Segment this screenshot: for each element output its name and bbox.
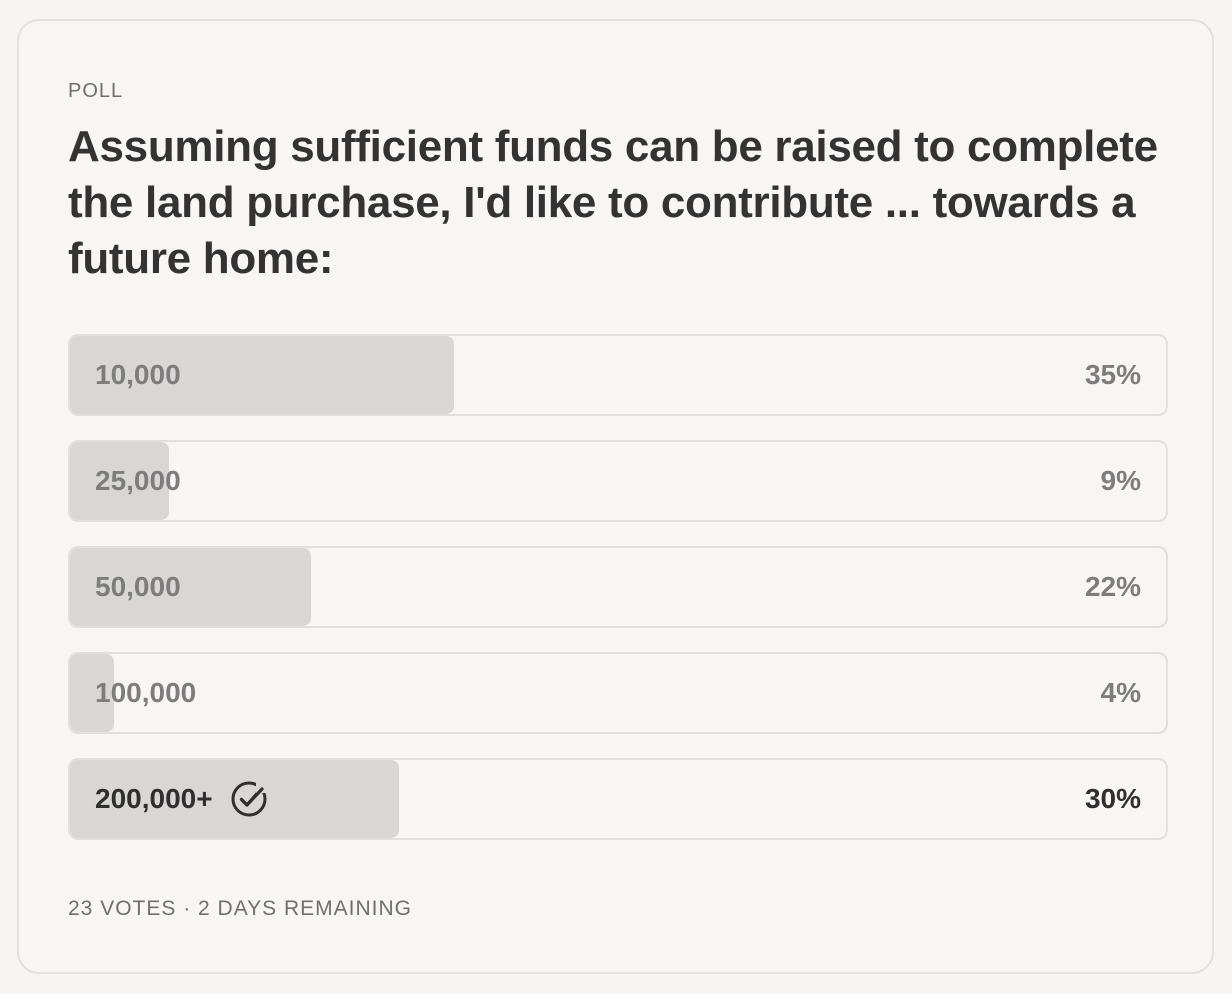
poll-option-100000[interactable]: 100,000 4% <box>68 652 1168 734</box>
poll-card: POLL Assuming sufficient funds can be ra… <box>17 19 1214 974</box>
poll-option-25000[interactable]: 25,000 9% <box>68 440 1168 522</box>
poll-option-bar <box>70 760 399 838</box>
poll-option-label: 10,000 <box>95 359 181 390</box>
poll-option-bar <box>70 336 454 414</box>
poll-option-percent: 30% <box>1084 783 1141 814</box>
poll-option-bar <box>70 442 169 520</box>
poll-option-label: 50,000 <box>95 571 181 602</box>
check-circle-icon <box>229 779 269 819</box>
poll-option-10000[interactable]: 10,000 35% <box>68 334 1168 416</box>
poll-option-50000[interactable]: 50,000 22% <box>68 546 1168 628</box>
poll-question: Assuming sufficient funds can be raised … <box>68 122 1158 283</box>
poll-option-bar <box>70 548 312 626</box>
poll-option-label-wrap: 200,000+ <box>95 760 269 838</box>
poll-option-label: 100,000 <box>95 677 197 708</box>
poll-option-label: 200,000+ <box>95 783 213 814</box>
poll-option-label: 25,000 <box>95 465 181 496</box>
poll-option-bar <box>70 654 114 732</box>
poll-option-percent: 9% <box>1100 465 1141 496</box>
poll-options: 10,000 35% 25,000 9% 50,000 22% 100,000 … <box>68 334 1168 864</box>
poll-option-200000-plus[interactable]: 200,000+ 30% <box>68 758 1168 840</box>
poll-footer: 23 VOTES · 2 DAYS REMAINING <box>68 897 413 920</box>
poll-option-percent: 4% <box>1100 677 1141 708</box>
poll-kicker: POLL <box>68 80 124 102</box>
poll-option-percent: 35% <box>1084 359 1141 390</box>
poll-option-percent: 22% <box>1084 571 1141 602</box>
